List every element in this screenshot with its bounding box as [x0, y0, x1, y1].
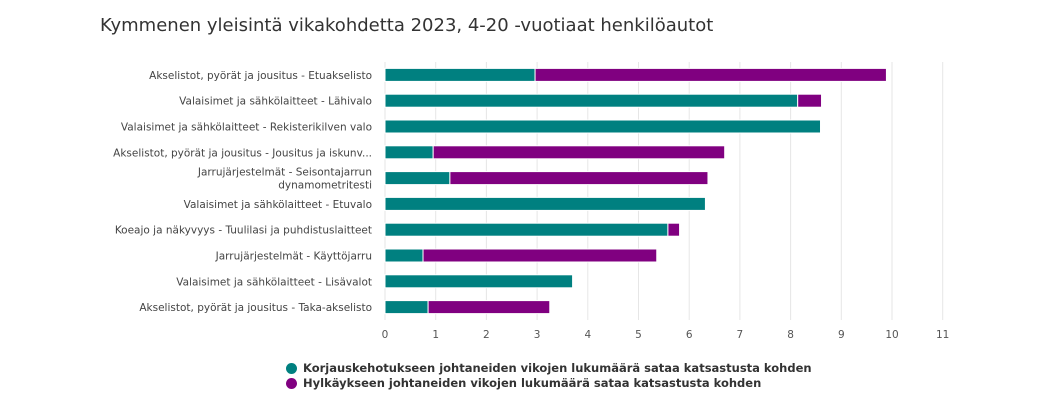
category-label: Valaisimet ja sähkölaitteet - Rekisterik…: [121, 122, 372, 134]
x-tick-label: 1: [432, 329, 439, 341]
x-tick-label: 5: [635, 329, 642, 341]
x-tick-label: 8: [787, 329, 794, 341]
legend-item-series-1[interactable]: Hylkäykseen johtaneiden vikojen lukumäär…: [286, 376, 761, 390]
x-tick-label: 2: [483, 329, 490, 341]
category-label: Jarrujärjestelmät - Seisontajarrun: [197, 167, 372, 179]
bar-series-0: [384, 222, 669, 237]
x-tick-label: 4: [584, 329, 591, 341]
category-label: Akselistot, pyörät ja jousitus - Taka-ak…: [139, 302, 372, 314]
bar-series-0: [384, 119, 822, 134]
x-tick-label: 7: [737, 329, 744, 341]
bar-series-0: [384, 196, 706, 211]
x-tick-label: 3: [534, 329, 541, 341]
bar-series-0: [384, 300, 429, 315]
category-label: Koeajo ja näkyvyys - Tuulilasi ja puhdis…: [115, 225, 372, 237]
x-tick-label: 10: [885, 329, 898, 341]
x-tick-label: 11: [936, 329, 949, 341]
bar-series-0: [384, 274, 574, 289]
legend-item-series-0[interactable]: Korjauskehotukseen johtaneiden vikojen l…: [286, 361, 812, 375]
x-tick-label: 0: [382, 329, 389, 341]
bar-series-1: [797, 93, 823, 108]
bar-series-0: [384, 171, 451, 186]
bar-series-1: [427, 300, 551, 315]
category-label: Valaisimet ja sähkölaitteet - Etuvalo: [184, 199, 372, 211]
bar-series-0: [384, 248, 424, 263]
chart-title: Kymmenen yleisintä vikakohdetta 2023, 4-…: [100, 15, 714, 36]
legend-label: Korjauskehotukseen johtaneiden vikojen l…: [303, 361, 812, 375]
bar-series-1: [449, 171, 709, 186]
bar-series-1: [667, 222, 681, 237]
category-label: dynamometritesti: [278, 180, 372, 192]
x-tick-label: 6: [686, 329, 693, 341]
bar-series-0: [384, 67, 536, 82]
bar-series-1: [534, 67, 887, 82]
category-label: Valaisimet ja sähkölaitteet - Lähivalo: [179, 96, 372, 108]
legend-marker: [286, 362, 297, 374]
category-label: Jarrujärjestelmät - Käyttöjarru: [215, 251, 372, 263]
bar-series-0: [384, 145, 434, 160]
bar-series-1: [432, 145, 726, 160]
bar-series-0: [384, 93, 799, 108]
legend-marker: [286, 377, 297, 389]
category-label: Akselistot, pyörät ja jousitus - Etuakse…: [149, 70, 372, 82]
bar-series-1: [422, 248, 658, 263]
category-label: Valaisimet ja sähkölaitteet - Lisävalot: [176, 276, 372, 288]
legend-label: Hylkäykseen johtaneiden vikojen lukumäär…: [303, 376, 762, 390]
category-label: Akselistot, pyörät ja jousitus - Jousitu…: [113, 147, 372, 159]
x-tick-label: 9: [838, 329, 845, 341]
